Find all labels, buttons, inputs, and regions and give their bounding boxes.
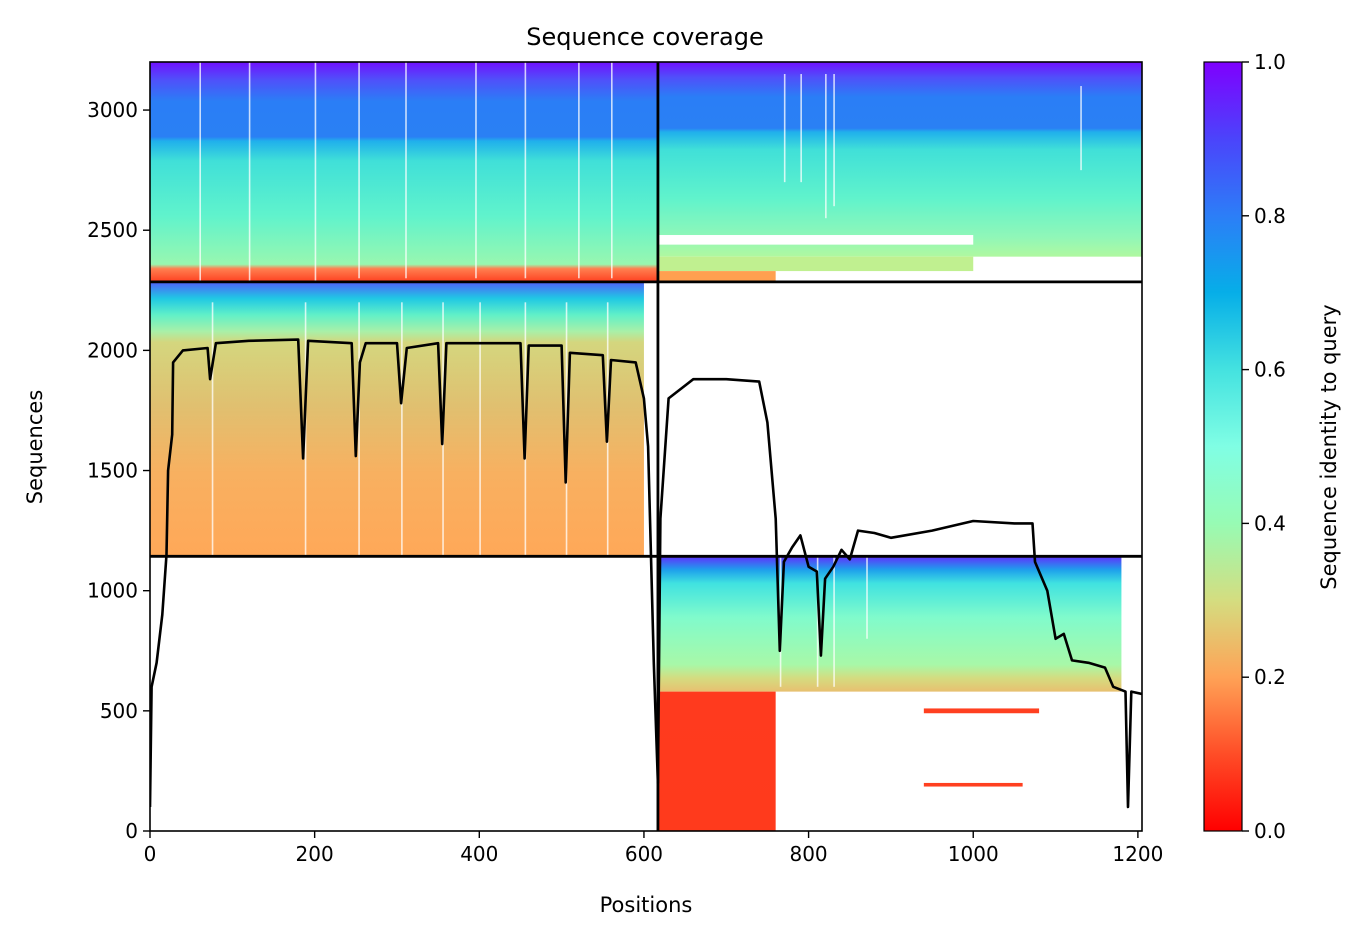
colorbar — [1203, 61, 1243, 832]
alignment-gap-streak — [611, 62, 613, 279]
alignment-gap-streak — [825, 74, 827, 219]
y-tick-label: 2500 — [87, 218, 138, 242]
colorbar-tick-label: 0.6 — [1254, 358, 1286, 382]
y-tick-label: 500 — [100, 699, 138, 723]
colorbar-ticks: 0.0 0.2 0.4 0.6 0.8 1.0 — [1242, 50, 1286, 843]
block-top-right-tail — [657, 256, 974, 272]
colorbar-tick-label: 0.4 — [1254, 511, 1286, 535]
colorbar-tick-label: 0.0 — [1254, 819, 1286, 843]
alignment-gap-streak — [248, 62, 251, 282]
alignment-gap-streak — [358, 302, 360, 557]
alignment-gap-streak — [816, 556, 819, 687]
alignment-gap-streak — [405, 62, 407, 279]
block-top-right-low — [657, 271, 776, 281]
alignment-gap-streak — [1080, 86, 1082, 171]
block-top-right-gap — [657, 235, 974, 245]
y-tick-label: 3000 — [87, 98, 138, 122]
y-tick-label: 2000 — [87, 338, 138, 362]
alignment-gap-streak — [475, 62, 477, 279]
x-axis-ticks: 0 200 400 600 800 1000 1200 — [144, 831, 1163, 866]
x-tick-label: 200 — [296, 842, 334, 866]
alignment-gap-streak — [800, 74, 802, 183]
block-bottom-right-upper — [657, 556, 1122, 692]
x-tick-label: 1200 — [1112, 842, 1163, 866]
block-top-right — [657, 62, 1142, 257]
block-boundaries — [150, 62, 1142, 831]
colorbar-tick-label: 1.0 — [1254, 50, 1286, 74]
alignment-gap-streak — [833, 556, 835, 687]
alignment-gap-streak — [783, 74, 786, 183]
x-tick-label: 600 — [625, 842, 663, 866]
x-tick-label: 0 — [144, 842, 157, 866]
colorbar-label: Sequence identity to query — [1317, 304, 1341, 589]
block-bottom-right-strip — [923, 782, 1023, 787]
x-tick-label: 400 — [460, 842, 498, 866]
alignment-gap-streak — [524, 62, 527, 279]
y-axis-label: Sequences — [23, 390, 47, 505]
block-top-left — [150, 62, 658, 282]
alignment-gap-streak — [199, 62, 201, 282]
block-bottom-right-lower — [657, 691, 776, 831]
alignment-gap-streak — [211, 302, 214, 557]
coverage-line — [150, 338, 1142, 809]
coverage-line-layer — [150, 338, 1142, 809]
coverage-heatmap — [150, 62, 1142, 831]
colorbar-tick-label: 0.2 — [1254, 665, 1286, 689]
block-bottom-right-strip — [923, 708, 1040, 714]
x-tick-label: 800 — [789, 842, 827, 866]
alignment-gap-streak — [866, 556, 868, 639]
colorbar-tick-label: 0.8 — [1254, 204, 1286, 228]
alignment-gap-streak — [479, 302, 481, 557]
y-tick-label: 0 — [125, 819, 138, 843]
y-axis-ticks: 0 500 1000 1500 2000 2500 3000 — [87, 98, 150, 843]
alignment-gap-streak — [358, 62, 360, 279]
y-tick-label: 1000 — [87, 579, 138, 603]
alignment-gap-streak — [314, 62, 317, 282]
x-tick-label: 1000 — [948, 842, 999, 866]
alignment-gap-streak — [578, 62, 580, 279]
chart-title: Sequence coverage — [526, 23, 763, 51]
x-axis-label: Positions — [600, 893, 693, 917]
alignment-gap-streak — [401, 302, 403, 557]
alignment-gap-streak — [833, 74, 835, 207]
block-middle-left — [150, 281, 644, 557]
plot-frame — [149, 61, 1143, 832]
y-tick-label: 1500 — [87, 459, 138, 483]
